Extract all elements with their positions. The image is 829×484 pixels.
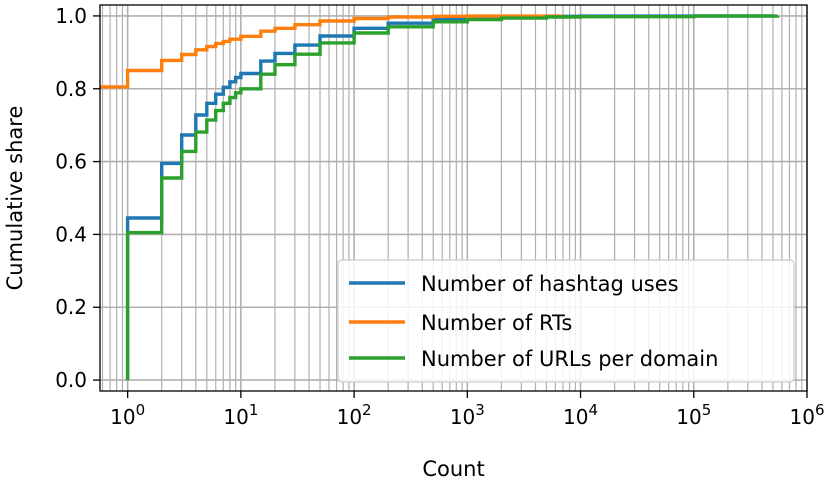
legend-label-3: Number of URLs per domain [421, 347, 718, 371]
x-axis-label: Count [422, 457, 484, 481]
legend: Number of hashtag uses Number of RTs Numbe… [337, 259, 795, 383]
legend-label-1: Number of hashtag uses [421, 272, 679, 296]
ticks: 100 101 102 103 104 105 106 0.0 0.2 0.4 0.6 0.8 1.0 [55, 4, 824, 429]
x-tick-label: 104 [563, 401, 598, 429]
series-layer [100, 14, 780, 381]
x-tick-label: 103 [450, 401, 485, 429]
series-line-3 [125, 14, 780, 381]
y-tick-label: 0.2 [55, 295, 87, 319]
y-tick-label: 1.0 [55, 4, 87, 28]
y-tick-label: 0.8 [55, 77, 87, 101]
x-tick-label: 100 [110, 401, 145, 429]
x-tick-label: 102 [337, 401, 372, 429]
y-tick-label: 0.6 [55, 150, 87, 174]
legend-box [337, 259, 795, 383]
legend-label-2: Number of RTs [421, 311, 572, 335]
x-tick-label: 106 [790, 401, 825, 429]
y-tick-label: 0.0 [55, 368, 87, 392]
series-line-2 [100, 14, 565, 89]
x-tick-label: 101 [223, 401, 258, 429]
x-tick-label: 105 [676, 401, 711, 429]
y-axis-label: Cumulative share [3, 106, 27, 291]
y-tick-label: 0.4 [55, 222, 87, 246]
plot-frame [99, 4, 808, 392]
